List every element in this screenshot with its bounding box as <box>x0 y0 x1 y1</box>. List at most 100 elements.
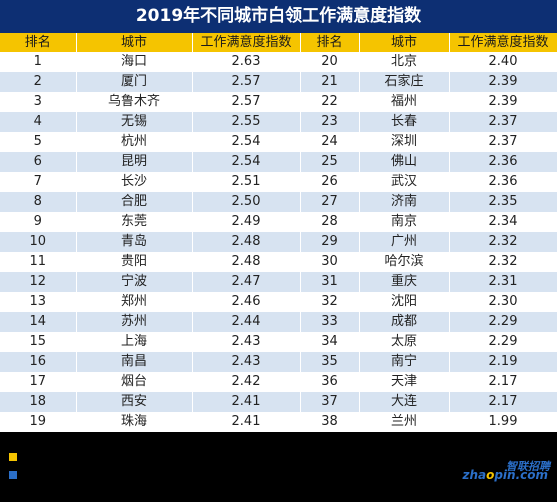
cell-index-left: 2.57 <box>192 92 301 112</box>
footer-band <box>0 434 557 502</box>
cell-city-left: 上海 <box>76 332 193 352</box>
cell-city-right: 武汉 <box>359 172 450 192</box>
cell-city-right: 福州 <box>359 92 450 112</box>
cell-city-right: 哈尔滨 <box>359 252 450 272</box>
cell-rank-left: 4 <box>0 112 77 132</box>
table-row: 18 西安 2.41 37 大连 2.17 <box>0 392 557 412</box>
cell-index-right: 2.31 <box>449 272 557 292</box>
cell-city-right: 成都 <box>359 312 450 332</box>
cell-city-right: 沈阳 <box>359 292 450 312</box>
logo-en-dot: o <box>486 468 495 482</box>
cell-rank-left: 2 <box>0 72 77 92</box>
cell-city-left: 海口 <box>76 52 193 72</box>
logo-en-pre: zha <box>462 468 487 482</box>
cell-rank-right: 23 <box>300 112 360 132</box>
cell-index-right: 2.19 <box>449 352 557 372</box>
zhaopin-logo: 智联招聘 zhaopin.com <box>462 458 554 482</box>
cell-rank-left: 13 <box>0 292 77 312</box>
cell-city-right: 重庆 <box>359 272 450 292</box>
cell-rank-right: 32 <box>300 292 360 312</box>
cell-rank-right: 30 <box>300 252 360 272</box>
cell-rank-left: 10 <box>0 232 77 252</box>
cell-rank-left: 19 <box>0 412 77 432</box>
cell-rank-left: 16 <box>0 352 77 372</box>
cell-index-right: 2.32 <box>449 232 557 252</box>
table-row: 7 长沙 2.51 26 武汉 2.36 <box>0 172 557 192</box>
cell-city-left: 宁波 <box>76 272 193 292</box>
logo-text-cn: 智联招聘 <box>506 460 550 473</box>
table-body: 1 海口 2.63 20 北京 2.40 2 厦门 2.57 21 石家庄 2.39 3 乌鲁木齐 2.57… <box>0 52 557 432</box>
cell-rank-right: 33 <box>300 312 360 332</box>
cell-index-right: 2.17 <box>449 392 557 412</box>
cell-index-right: 2.36 <box>449 172 557 192</box>
cell-rank-left: 5 <box>0 132 77 152</box>
cell-city-left: 西安 <box>76 392 193 412</box>
cell-city-left: 杭州 <box>76 132 193 152</box>
cell-city-left: 厦门 <box>76 72 193 92</box>
cell-index-right: 2.17 <box>449 372 557 392</box>
cell-index-left: 2.50 <box>192 192 301 212</box>
cell-index-left: 2.48 <box>192 252 301 272</box>
table-row: 14 苏州 2.44 33 成都 2.29 <box>0 312 557 332</box>
table-row: 2 厦门 2.57 21 石家庄 2.39 <box>0 72 557 92</box>
cell-index-right: 2.29 <box>449 332 557 352</box>
header-rank-left: 排名 <box>0 33 77 52</box>
cell-city-right: 北京 <box>359 52 450 72</box>
cell-rank-left: 11 <box>0 252 77 272</box>
cell-city-right: 济南 <box>359 192 450 212</box>
cell-city-left: 青岛 <box>76 232 193 252</box>
cell-index-left: 2.51 <box>192 172 301 192</box>
table-row: 11 贵阳 2.48 30 哈尔滨 2.32 <box>0 252 557 272</box>
cell-rank-right: 24 <box>300 132 360 152</box>
cell-rank-left: 12 <box>0 272 77 292</box>
table-row: 4 无锡 2.55 23 长春 2.37 <box>0 112 557 132</box>
cell-rank-left: 7 <box>0 172 77 192</box>
cell-index-left: 2.43 <box>192 352 301 372</box>
cell-city-right: 佛山 <box>359 152 450 172</box>
cell-city-left: 合肥 <box>76 192 193 212</box>
cell-index-left: 2.54 <box>192 152 301 172</box>
header-index-right: 工作满意度指数 <box>449 33 557 52</box>
cell-city-left: 东莞 <box>76 212 193 232</box>
cell-rank-left: 17 <box>0 372 77 392</box>
cell-city-right: 长春 <box>359 112 450 132</box>
cell-city-right: 南宁 <box>359 352 450 372</box>
cell-rank-right: 28 <box>300 212 360 232</box>
cell-rank-left: 14 <box>0 312 77 332</box>
satisfaction-table: 排名 城市 工作满意度指数 排名 城市 工作满意度指数 1 海口 2.63 20 北京 2… <box>0 33 557 432</box>
cell-rank-right: 21 <box>300 72 360 92</box>
cell-index-left: 2.54 <box>192 132 301 152</box>
cell-rank-right: 27 <box>300 192 360 212</box>
cell-city-left: 乌鲁木齐 <box>76 92 193 112</box>
header-row: 排名 城市 工作满意度指数 排名 城市 工作满意度指数 <box>0 33 557 52</box>
legend-square-yellow <box>9 453 17 461</box>
cell-index-left: 2.41 <box>192 412 301 432</box>
cell-index-right: 2.29 <box>449 312 557 332</box>
cell-index-right: 1.99 <box>449 412 557 432</box>
table-row: 6 昆明 2.54 25 佛山 2.36 <box>0 152 557 172</box>
cell-index-right: 2.37 <box>449 132 557 152</box>
cell-index-left: 2.41 <box>192 392 301 412</box>
cell-city-right: 太原 <box>359 332 450 352</box>
cell-city-left: 贵阳 <box>76 252 193 272</box>
cell-index-left: 2.55 <box>192 112 301 132</box>
cell-index-right: 2.39 <box>449 92 557 112</box>
table-row: 19 珠海 2.41 38 兰州 1.99 <box>0 412 557 432</box>
cell-rank-right: 36 <box>300 372 360 392</box>
table-row: 8 合肥 2.50 27 济南 2.35 <box>0 192 557 212</box>
cell-city-left: 苏州 <box>76 312 193 332</box>
cell-city-right: 天津 <box>359 372 450 392</box>
table-row: 1 海口 2.63 20 北京 2.40 <box>0 52 557 72</box>
cell-rank-left: 9 <box>0 212 77 232</box>
cell-rank-right: 22 <box>300 92 360 112</box>
cell-rank-right: 29 <box>300 232 360 252</box>
cell-rank-right: 37 <box>300 392 360 412</box>
cell-index-left: 2.47 <box>192 272 301 292</box>
cell-rank-right: 38 <box>300 412 360 432</box>
cell-city-left: 南昌 <box>76 352 193 372</box>
table-row: 16 南昌 2.43 35 南宁 2.19 <box>0 352 557 372</box>
table-row: 5 杭州 2.54 24 深圳 2.37 <box>0 132 557 152</box>
legend-square-blue <box>9 471 17 479</box>
cell-rank-left: 18 <box>0 392 77 412</box>
cell-city-right: 深圳 <box>359 132 450 152</box>
